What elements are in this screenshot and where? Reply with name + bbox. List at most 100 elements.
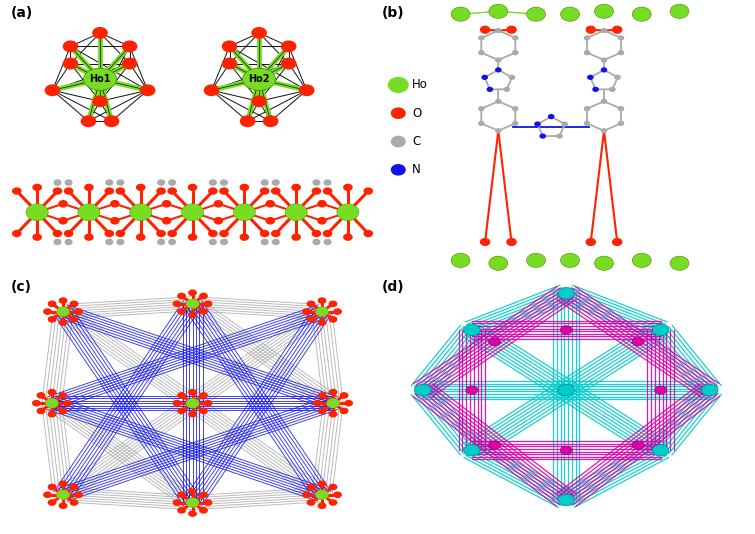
Circle shape <box>174 301 180 307</box>
Circle shape <box>655 386 667 394</box>
Circle shape <box>313 239 320 245</box>
Circle shape <box>584 51 590 54</box>
Circle shape <box>307 484 315 490</box>
Circle shape <box>63 187 73 195</box>
Circle shape <box>281 41 297 52</box>
Circle shape <box>70 301 78 307</box>
Circle shape <box>496 58 501 62</box>
Circle shape <box>174 400 180 406</box>
Circle shape <box>162 218 171 224</box>
Circle shape <box>602 129 606 132</box>
Text: Ho1: Ho1 <box>89 74 111 84</box>
Circle shape <box>327 399 339 407</box>
Circle shape <box>44 492 51 497</box>
Circle shape <box>267 218 274 224</box>
Circle shape <box>414 384 431 396</box>
Circle shape <box>48 500 56 505</box>
Circle shape <box>48 301 56 307</box>
Circle shape <box>261 180 268 185</box>
Circle shape <box>59 409 66 413</box>
Circle shape <box>584 121 590 125</box>
Circle shape <box>271 230 281 237</box>
Circle shape <box>291 233 301 241</box>
Circle shape <box>233 204 255 221</box>
Circle shape <box>618 36 624 40</box>
Circle shape <box>178 409 185 413</box>
Circle shape <box>46 399 58 407</box>
Circle shape <box>633 7 651 21</box>
Circle shape <box>504 88 510 91</box>
Circle shape <box>136 184 146 191</box>
Circle shape <box>496 99 501 103</box>
Circle shape <box>464 324 480 336</box>
Circle shape <box>303 492 310 497</box>
Circle shape <box>334 492 341 497</box>
Circle shape <box>63 58 79 69</box>
Circle shape <box>188 233 197 241</box>
Circle shape <box>291 184 301 191</box>
Circle shape <box>560 446 572 454</box>
Circle shape <box>314 400 322 406</box>
Circle shape <box>507 239 516 246</box>
Circle shape <box>251 27 267 39</box>
Circle shape <box>59 218 67 224</box>
Circle shape <box>487 88 492 91</box>
Circle shape <box>111 201 119 207</box>
Circle shape <box>70 317 78 322</box>
Circle shape <box>319 298 325 303</box>
Text: (c): (c) <box>11 280 32 294</box>
Circle shape <box>466 386 478 394</box>
Circle shape <box>200 293 207 299</box>
Circle shape <box>156 230 166 237</box>
Circle shape <box>208 187 217 195</box>
Circle shape <box>186 399 199 407</box>
Circle shape <box>618 51 624 54</box>
Circle shape <box>595 256 613 270</box>
Circle shape <box>526 7 545 21</box>
Circle shape <box>104 230 114 237</box>
Circle shape <box>479 51 484 54</box>
Circle shape <box>48 317 56 322</box>
Circle shape <box>57 308 69 316</box>
Circle shape <box>186 300 199 308</box>
Circle shape <box>618 121 624 125</box>
Circle shape <box>220 180 227 185</box>
Circle shape <box>188 184 197 191</box>
Circle shape <box>558 384 575 396</box>
Circle shape <box>602 29 606 33</box>
Circle shape <box>84 233 94 241</box>
Text: (b): (b) <box>381 6 404 20</box>
Circle shape <box>140 84 156 96</box>
Circle shape <box>316 308 328 316</box>
Circle shape <box>319 320 325 325</box>
Circle shape <box>303 309 310 314</box>
Circle shape <box>65 180 72 185</box>
Circle shape <box>78 204 100 221</box>
Circle shape <box>116 230 125 237</box>
Circle shape <box>200 508 207 513</box>
Circle shape <box>37 393 45 398</box>
Circle shape <box>267 201 274 207</box>
Circle shape <box>464 444 480 456</box>
Text: (d): (d) <box>381 280 404 294</box>
Circle shape <box>313 180 320 185</box>
Circle shape <box>178 293 185 299</box>
Circle shape <box>111 218 119 224</box>
Circle shape <box>92 96 108 107</box>
Circle shape <box>178 393 185 398</box>
Circle shape <box>562 122 567 126</box>
Circle shape <box>345 400 353 406</box>
Circle shape <box>122 41 137 52</box>
Circle shape <box>560 326 572 334</box>
Circle shape <box>513 121 518 125</box>
Circle shape <box>65 239 72 245</box>
Circle shape <box>54 239 61 245</box>
Circle shape <box>307 317 315 322</box>
Circle shape <box>549 115 553 119</box>
Circle shape <box>117 239 124 245</box>
Circle shape <box>189 511 196 516</box>
Circle shape <box>496 129 501 132</box>
Circle shape <box>48 390 56 395</box>
Circle shape <box>652 444 669 456</box>
Circle shape <box>307 500 315 505</box>
